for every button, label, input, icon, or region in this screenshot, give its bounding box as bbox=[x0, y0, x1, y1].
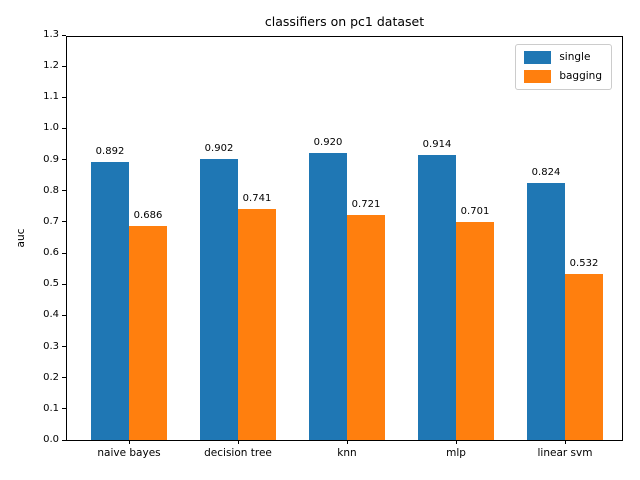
bar-single-linear-svm bbox=[527, 183, 565, 440]
x-tick-label-mlp: mlp bbox=[446, 447, 466, 459]
y-tick-mark bbox=[62, 314, 66, 316]
x-tick-label-naive-bayes: naive bayes bbox=[97, 447, 161, 459]
x-tick-mark bbox=[237, 440, 239, 444]
y-tick-mark bbox=[62, 96, 66, 98]
legend-entry-single: single bbox=[524, 51, 602, 64]
y-tick-label: 0.2 bbox=[43, 371, 59, 383]
x-tick-label-knn: knn bbox=[337, 447, 357, 459]
bar-value-label-single-naive-bayes: 0.892 bbox=[95, 146, 125, 158]
bar-bagging-linear-svm bbox=[565, 274, 603, 440]
bar-value-label-single-knn: 0.920 bbox=[313, 137, 343, 149]
bar-single-knn bbox=[309, 153, 347, 440]
x-tick-label-linear-svm: linear svm bbox=[537, 447, 593, 459]
y-tick-label: 0.3 bbox=[43, 340, 59, 352]
bar-single-decision-tree bbox=[200, 159, 238, 440]
y-tick-mark bbox=[62, 439, 66, 441]
bar-value-label-single-decision-tree: 0.902 bbox=[204, 143, 234, 154]
y-tick-label: 0.1 bbox=[43, 402, 59, 414]
y-tick-mark bbox=[62, 377, 66, 379]
y-tick-mark bbox=[62, 159, 66, 161]
bar-value-label-single-linear-svm: 0.824 bbox=[531, 167, 561, 179]
x-tick-mark bbox=[346, 440, 348, 444]
y-tick-mark bbox=[62, 34, 66, 36]
bar-bagging-naive-bayes bbox=[129, 226, 167, 440]
y-tick-label: 1.2 bbox=[43, 60, 59, 72]
y-tick-mark bbox=[62, 65, 66, 67]
y-tick-label: 1.3 bbox=[43, 29, 59, 40]
legend-swatch-single bbox=[524, 51, 552, 64]
y-tick-mark bbox=[62, 408, 66, 410]
chart-title: classifiers on pc1 dataset bbox=[264, 14, 425, 29]
y-tick-label: 0.8 bbox=[43, 184, 59, 196]
y-tick-label: 1.1 bbox=[43, 91, 59, 103]
y-tick-label: 0.5 bbox=[43, 278, 59, 290]
y-tick-mark bbox=[62, 252, 66, 254]
y-tick-label: 0.0 bbox=[43, 434, 59, 445]
bar-value-label-bagging-knn: 0.721 bbox=[351, 199, 381, 211]
bar-value-label-single-mlp: 0.914 bbox=[422, 139, 452, 151]
bar-value-label-bagging-naive-bayes: 0.686 bbox=[133, 210, 163, 222]
bar-single-mlp bbox=[418, 155, 456, 440]
x-tick-mark bbox=[455, 440, 457, 444]
bar-bagging-mlp bbox=[456, 221, 494, 440]
bar-single-naive-bayes bbox=[91, 162, 129, 440]
legend: single bagging bbox=[515, 44, 612, 90]
legend-label-bagging: bagging bbox=[559, 70, 602, 82]
y-tick-mark bbox=[62, 283, 66, 285]
y-tick-label: 0.7 bbox=[43, 215, 59, 227]
legend-swatch-bagging bbox=[524, 70, 552, 83]
bar-value-label-bagging-mlp: 0.701 bbox=[460, 205, 490, 217]
y-tick-mark bbox=[62, 346, 66, 348]
legend-entry-bagging: bagging bbox=[524, 70, 602, 83]
y-axis-label: auc bbox=[15, 228, 27, 248]
bar-value-label-bagging-linear-svm: 0.532 bbox=[569, 258, 599, 270]
y-tick-label: 0.9 bbox=[43, 153, 59, 165]
y-tick-mark bbox=[62, 190, 66, 192]
x-tick-label-decision-tree: decision tree bbox=[204, 447, 272, 459]
y-tick-mark bbox=[62, 221, 66, 223]
y-tick-label: 0.4 bbox=[43, 309, 59, 321]
y-tick-label: 1.0 bbox=[43, 122, 59, 134]
x-tick-mark bbox=[128, 440, 130, 444]
bar-bagging-decision-tree bbox=[238, 209, 276, 440]
x-tick-mark bbox=[564, 440, 566, 444]
y-tick-mark bbox=[62, 127, 66, 129]
y-tick-label: 0.6 bbox=[43, 247, 59, 259]
plot-area: single bagging 0.0 0.1 0.2 0.3 0.4 0.5 0.6 0.7 0.… bbox=[43, 29, 623, 459]
bar-value-label-bagging-decision-tree: 0.741 bbox=[242, 193, 272, 205]
legend-label-single: single bbox=[559, 51, 591, 63]
bar-bagging-knn bbox=[347, 215, 385, 440]
